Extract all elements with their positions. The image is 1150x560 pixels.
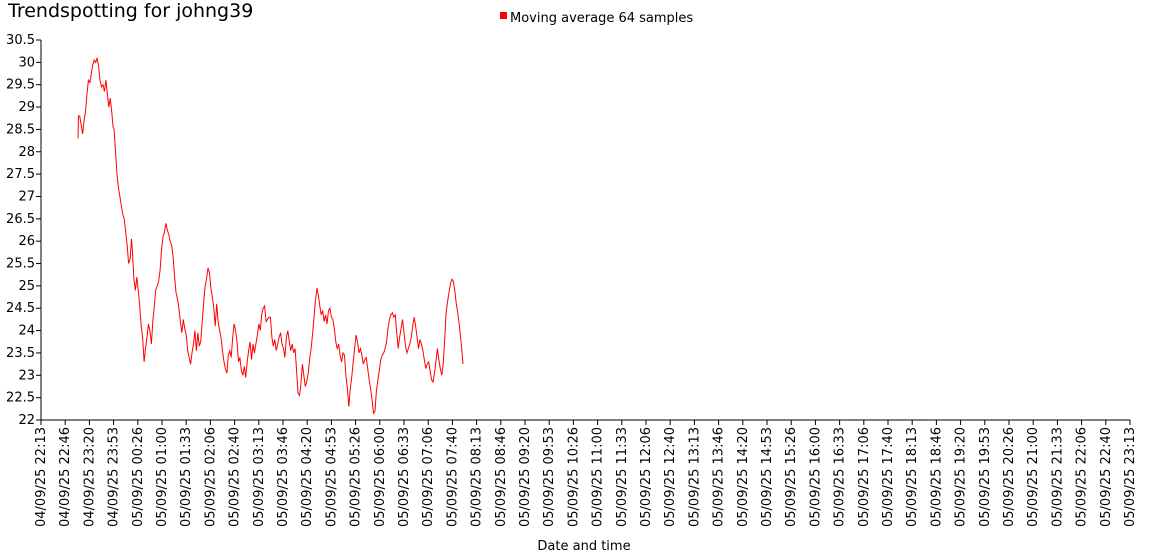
- x-tick-label: 04/09/25 22:13: [34, 427, 49, 527]
- x-tick-label: 05/09/25 08:13: [470, 427, 485, 527]
- x-tick-label: 05/09/25 12:40: [663, 427, 678, 527]
- y-tick-label: 29: [18, 100, 35, 115]
- x-tick-label: 05/09/25 09:20: [518, 427, 533, 527]
- x-tick-label: 05/09/25 20:26: [1002, 427, 1017, 527]
- x-tick-label: 05/09/25 21:00: [1026, 427, 1041, 527]
- y-tick-label: 24.5: [6, 301, 35, 316]
- x-tick-label: 05/09/25 16:33: [833, 427, 848, 527]
- x-tick-label: 04/09/25 23:53: [107, 427, 122, 527]
- x-tick-label: 05/09/25 22:06: [1075, 427, 1090, 527]
- y-tick-label: 24: [18, 324, 35, 339]
- x-tick-label: 05/09/25 06:00: [373, 427, 388, 527]
- x-axis-label: Date and time: [537, 539, 630, 554]
- y-tick-label: 27.5: [6, 167, 35, 182]
- y-tick-label: 26: [18, 234, 35, 249]
- x-tick-label: 05/09/25 02:40: [228, 427, 243, 527]
- legend-swatch: [500, 12, 507, 19]
- x-tick-label: 05/09/25 00:26: [131, 427, 146, 527]
- x-tick-label: 05/09/25 17:40: [881, 427, 896, 527]
- x-tick-label: 05/09/25 01:33: [179, 427, 194, 527]
- y-tick-label: 23: [18, 368, 35, 383]
- x-tick-label: 05/09/25 05:26: [349, 427, 364, 527]
- y-tick-label: 28.5: [6, 122, 35, 137]
- x-tick-label: 05/09/25 14:53: [760, 427, 775, 527]
- x-tick-label: 05/09/25 15:26: [784, 427, 799, 527]
- x-tick-label: 05/09/25 19:53: [978, 427, 993, 527]
- x-tick-label: 05/09/25 18:46: [929, 427, 944, 527]
- x-tick-label: 05/09/25 19:20: [954, 427, 969, 527]
- x-tick-label: 05/09/25 03:13: [252, 427, 267, 527]
- x-tick-label: 05/09/25 22:40: [1099, 427, 1114, 527]
- y-tick-label: 23.5: [6, 346, 35, 361]
- x-tick-label: 05/09/25 08:46: [494, 427, 509, 527]
- y-axis: 22 22.5 23 23.5 24 24.5 25 25.5 26 26.5 27 27.5 28 28…: [6, 33, 42, 428]
- y-tick-label: 28: [18, 145, 35, 160]
- x-tick-label: 04/09/25 22:46: [58, 427, 73, 527]
- legend: Moving average 64 samples: [500, 11, 693, 26]
- y-tick-label: 26.5: [6, 212, 35, 227]
- legend-label: Moving average 64 samples: [510, 11, 693, 26]
- y-tick-label: 22: [18, 413, 35, 428]
- x-tick-label: 05/09/25 14:20: [736, 427, 751, 527]
- x-tick-label: 05/09/25 03:46: [276, 427, 291, 527]
- y-tick-label: 25: [18, 279, 35, 294]
- y-tick-label: 27: [18, 189, 35, 204]
- x-tick-label: 05/09/25 11:00: [591, 427, 606, 527]
- x-tick-label: 05/09/25 09:53: [542, 427, 557, 527]
- x-tick-label: 05/09/25 17:06: [857, 427, 872, 527]
- x-tick-label: 05/09/25 11:33: [615, 427, 630, 527]
- x-tick-label: 05/09/25 04:53: [324, 427, 339, 527]
- x-tick-label: 05/09/25 13:46: [712, 427, 727, 527]
- x-tick-label: 05/09/25 01:00: [155, 427, 170, 527]
- x-tick-label: 05/09/25 06:33: [397, 427, 412, 527]
- y-tick-label: 29.5: [6, 78, 35, 93]
- series-layer: [77, 57, 464, 415]
- y-tick-label: 30: [18, 55, 35, 70]
- x-tick-label: 05/09/25 13:13: [687, 427, 702, 527]
- x-tick-label: 05/09/25 07:06: [421, 427, 436, 527]
- y-tick-label: 30.5: [6, 33, 35, 48]
- chart-title: Trendspotting for johng39: [7, 0, 253, 22]
- x-tick-label: 05/09/25 10:26: [566, 427, 581, 527]
- x-axis: 04/09/25 22:13 04/09/25 22:46 04/09/25 23:…: [34, 419, 1138, 527]
- x-tick-label: 04/09/25 23:20: [82, 427, 97, 527]
- series-line: [77, 57, 464, 415]
- x-tick-label: 05/09/25 04:20: [300, 427, 315, 527]
- x-tick-label: 05/09/25 16:00: [808, 427, 823, 527]
- y-tick-label: 22.5: [6, 391, 35, 406]
- x-tick-label: 05/09/25 23:13: [1123, 427, 1138, 527]
- x-tick-label: 05/09/25 21:33: [1050, 427, 1065, 527]
- x-tick-label: 05/09/25 18:13: [905, 427, 920, 527]
- x-tick-label: 05/09/25 02:06: [203, 427, 218, 527]
- y-tick-label: 25.5: [6, 257, 35, 272]
- x-tick-label: 05/09/25 07:40: [445, 427, 460, 527]
- x-tick-label: 05/09/25 12:06: [639, 427, 654, 527]
